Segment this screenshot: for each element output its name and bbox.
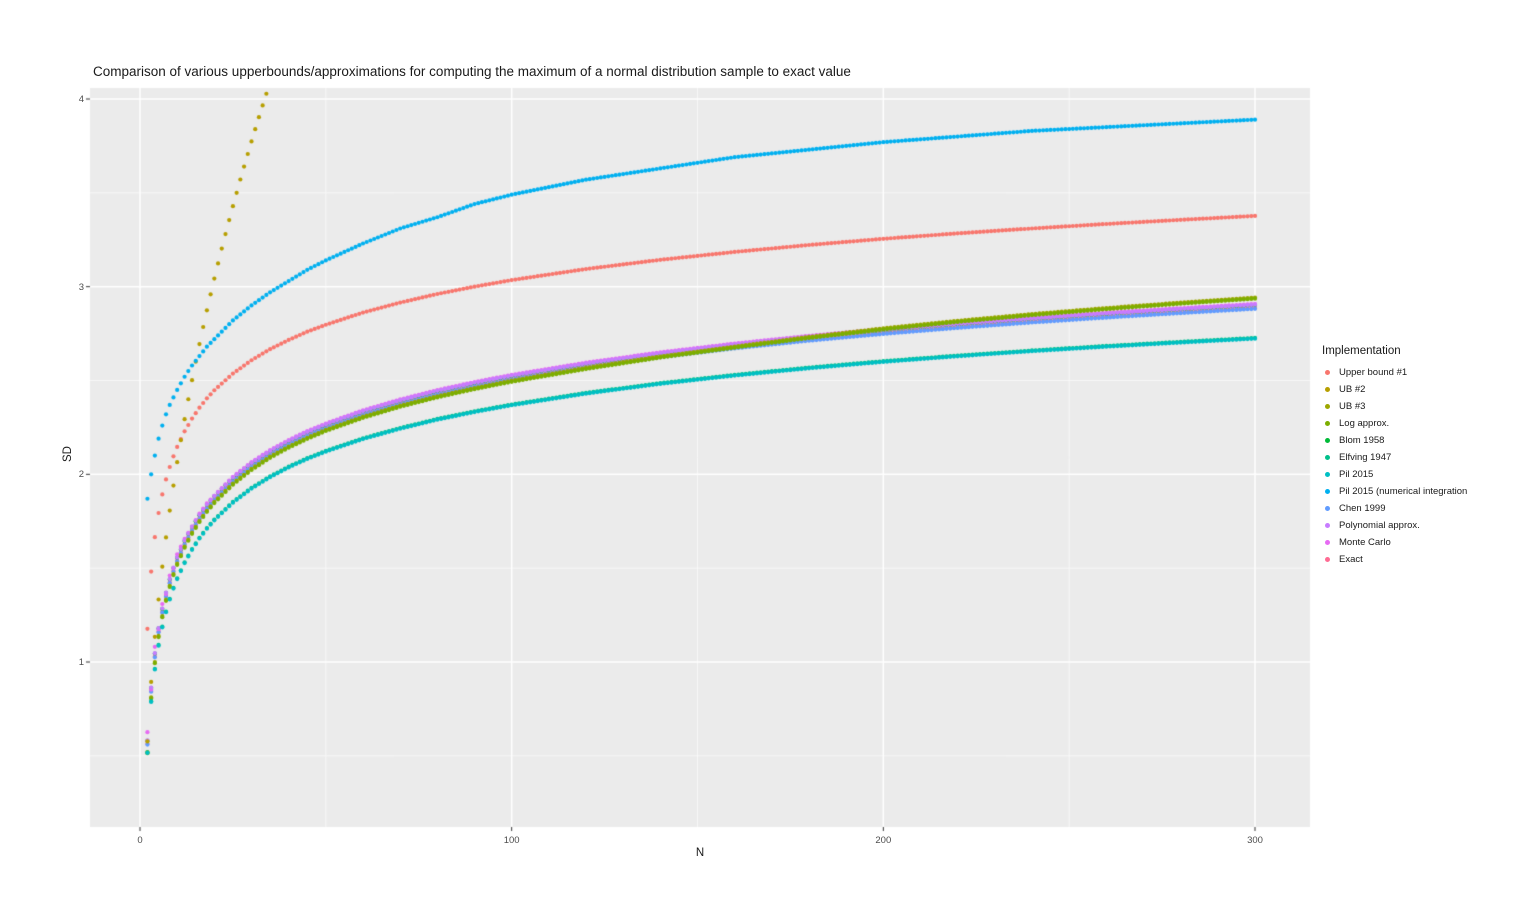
legend-item: Exact bbox=[1322, 551, 1467, 568]
legend-item-label: Pil 2015 (numerical integration bbox=[1339, 486, 1468, 497]
legend-item: Pil 2015 (numerical integration bbox=[1322, 483, 1467, 500]
x-tick-label: 200 bbox=[875, 835, 892, 846]
legend-item: Elfving 1947 bbox=[1322, 449, 1467, 466]
legend-swatch-icon bbox=[1325, 540, 1330, 545]
legend-item-label: Polynomial approx. bbox=[1339, 520, 1420, 531]
legend-item-label: Chen 1999 bbox=[1339, 503, 1386, 514]
legend-title: Implementation bbox=[1322, 345, 1401, 357]
legend-item-label: Elfving 1947 bbox=[1339, 452, 1392, 463]
legend-item: Pil 2015 bbox=[1322, 466, 1467, 483]
legend-swatch-icon bbox=[1325, 506, 1330, 511]
y-axis-label: SD bbox=[62, 446, 74, 462]
x-tick-label: 100 bbox=[503, 835, 520, 846]
x-tick-label: 300 bbox=[1247, 835, 1263, 846]
legend-item: Log approx. bbox=[1322, 415, 1467, 432]
legend-item: Blom 1958 bbox=[1322, 432, 1467, 449]
legend-item: Chen 1999 bbox=[1322, 500, 1467, 517]
legend-item: Upper bound #1 bbox=[1322, 364, 1467, 381]
legend-item: UB #2 bbox=[1322, 381, 1467, 398]
legend-item-label: Upper bound #1 bbox=[1339, 367, 1408, 378]
x-tick-label: 0 bbox=[137, 835, 143, 846]
legend-swatch-icon bbox=[1325, 455, 1330, 460]
legend-items: Upper bound #1 UB #2 UB #3 Log approx. Blom … bbox=[1322, 364, 1467, 568]
y-tick-label: 2 bbox=[78, 469, 84, 481]
legend-item-label: Log approx. bbox=[1339, 418, 1390, 429]
legend-swatch-icon bbox=[1325, 387, 1330, 392]
legend-swatch-icon bbox=[1325, 421, 1330, 426]
legend-swatch-icon bbox=[1325, 472, 1330, 477]
legend-item: Polynomial approx. bbox=[1322, 517, 1467, 534]
chart-title: Comparison of various upperbounds/approx… bbox=[93, 64, 851, 79]
legend-swatch-icon bbox=[1325, 370, 1330, 375]
legend-swatch-icon bbox=[1325, 523, 1330, 528]
legend-swatch-icon bbox=[1325, 557, 1330, 562]
legend-item-label: UB #2 bbox=[1339, 384, 1366, 395]
legend-item-label: Blom 1958 bbox=[1339, 435, 1385, 446]
legend-swatch-icon bbox=[1325, 404, 1330, 409]
legend-swatch-icon bbox=[1325, 489, 1330, 494]
legend-item-label: UB #3 bbox=[1339, 401, 1366, 412]
legend-item-label: Monte Carlo bbox=[1339, 537, 1391, 548]
y-tick-label: 4 bbox=[78, 94, 84, 105]
y-tick-label: 3 bbox=[78, 281, 84, 293]
legend-item: Monte Carlo bbox=[1322, 534, 1467, 551]
legend-item: UB #3 bbox=[1322, 398, 1467, 415]
legend: Implementation Upper bound #1 UB #2 UB #3 L… bbox=[1322, 345, 1467, 568]
x-axis-label: N bbox=[695, 847, 705, 859]
legend-swatch-icon bbox=[1325, 438, 1330, 443]
y-tick-label: 1 bbox=[78, 657, 84, 668]
legend-item-label: Pil 2015 bbox=[1339, 469, 1374, 480]
legend-item-label: Exact bbox=[1339, 554, 1363, 565]
